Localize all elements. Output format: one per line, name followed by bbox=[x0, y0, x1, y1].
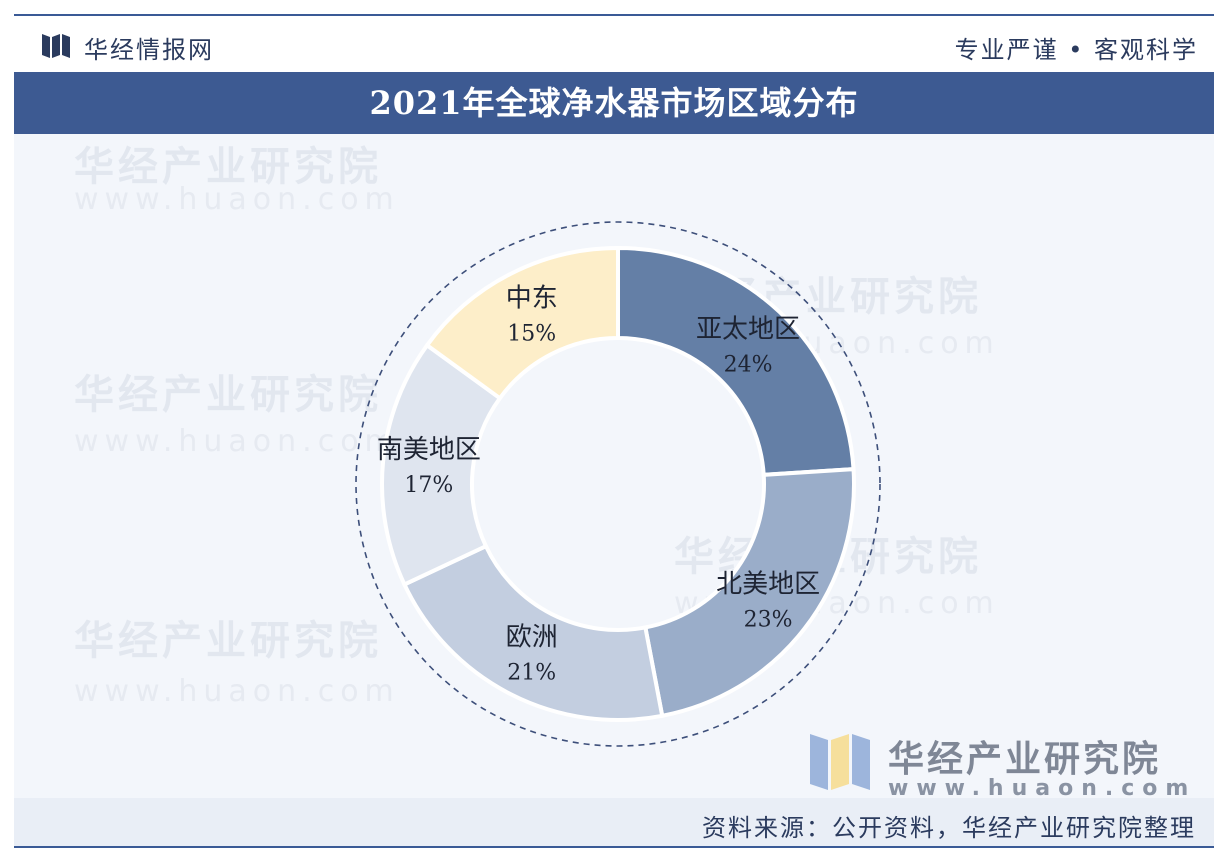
watermark-url: www.huaon.com bbox=[74, 674, 400, 709]
donut-chart: 亚太地区 24% 北美地区 23% 欧洲 21% 南美地区 17% 中东 15% bbox=[355, 221, 881, 747]
watermark-text: 华经产业研究院 bbox=[74, 372, 382, 418]
slice-value-label: 23% bbox=[744, 607, 793, 632]
chart-frame: 华经情报网 专业严谨 • 客观科学 2021年全球净水器市场区域分布 华经产业研… bbox=[14, 14, 1214, 848]
brand-slogan: 专业严谨 • 客观科学 bbox=[954, 36, 1198, 64]
slice-category-label: 欧洲 bbox=[506, 622, 558, 652]
slice-value-label: 17% bbox=[404, 473, 453, 498]
watermark-text: 华经产业研究院 bbox=[74, 144, 382, 190]
slice-category-label: 中东 bbox=[506, 284, 558, 314]
footer-bar: 资料来源：公开资料，华经产业研究院整理 bbox=[14, 798, 1214, 846]
slice-category-label: 南美地区 bbox=[377, 435, 481, 465]
slice-value-label: 24% bbox=[724, 352, 773, 377]
brand-name: 华经情报网 bbox=[84, 36, 214, 64]
source-note: 资料来源：公开资料，华经产业研究院整理 bbox=[702, 814, 1196, 842]
donut-slice bbox=[401, 543, 665, 722]
donut-slice bbox=[643, 467, 856, 719]
slice-category-label: 北美地区 bbox=[716, 569, 820, 599]
slice-value-label: 15% bbox=[507, 322, 556, 347]
donut-slice bbox=[616, 245, 856, 477]
slice-value-label: 21% bbox=[507, 660, 556, 685]
slice-category-label: 亚太地区 bbox=[696, 314, 800, 344]
chart-title: 2021年全球净水器市场区域分布 bbox=[369, 84, 859, 122]
chart-area: 华经产业研究院 www.huaon.com 华经产业研究院 www.huaon.… bbox=[14, 134, 1214, 798]
donut-slice bbox=[424, 245, 620, 401]
brand-watermark-url: www.huaon.com bbox=[888, 776, 1197, 801]
brand-watermark-name: 华经产业研究院 bbox=[888, 739, 1162, 780]
watermark-url: www.huaon.com bbox=[74, 424, 400, 459]
huajing-brand-mark-icon bbox=[810, 734, 870, 790]
title-bar: 2021年全球净水器市场区域分布 bbox=[14, 72, 1214, 134]
huajing-logo-icon bbox=[42, 34, 70, 58]
top-bar: 华经情报网 专业严谨 • 客观科学 bbox=[14, 16, 1214, 72]
dashed-outer-ring bbox=[355, 221, 881, 747]
watermark-url: www.huaon.com bbox=[74, 182, 400, 217]
watermark-text: 华经产业研究院 bbox=[74, 618, 382, 664]
